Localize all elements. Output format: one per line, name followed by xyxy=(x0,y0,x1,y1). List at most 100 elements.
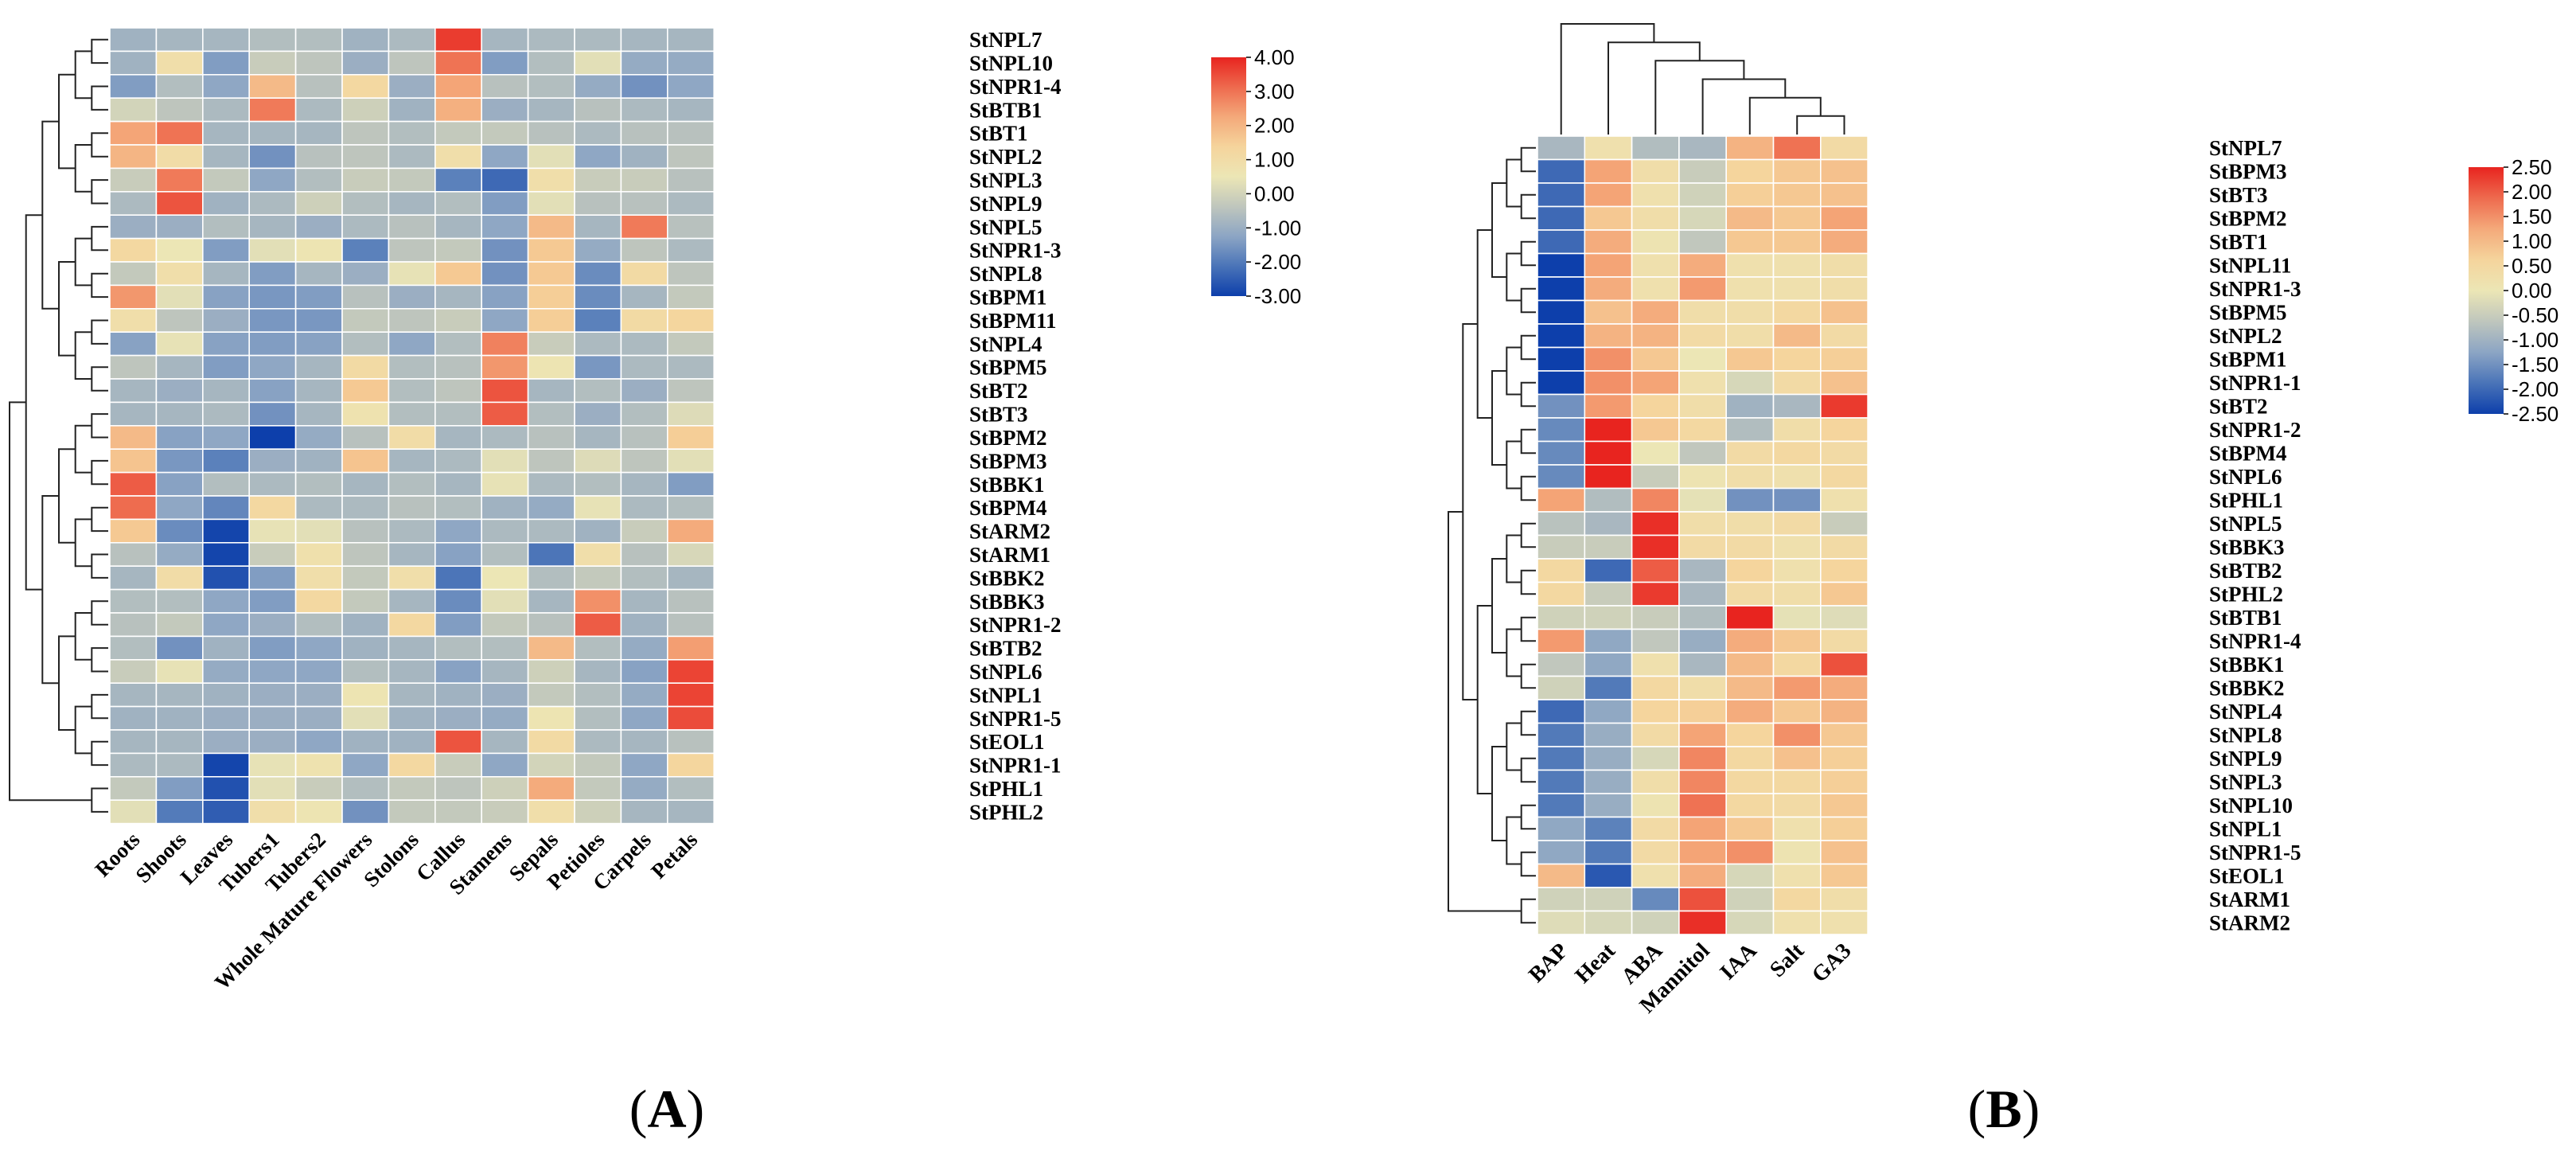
heatmap-cell xyxy=(1772,840,1822,865)
heatmap-cell xyxy=(574,284,622,310)
heatmap-cell xyxy=(527,682,575,708)
heatmap-cell xyxy=(155,331,204,357)
heatmap-cell xyxy=(155,799,204,825)
colorbar-tick-label: -0.50 xyxy=(2512,303,2558,327)
heatmap-cell xyxy=(294,448,343,474)
heatmap-cell xyxy=(202,658,251,684)
heatmap-cell xyxy=(1772,252,1822,278)
row-label: StNPL1 xyxy=(2209,817,2282,841)
colorbar-tick-label: 0.50 xyxy=(2512,254,2552,278)
heatmap-cell xyxy=(155,518,204,544)
heatmap-cell xyxy=(1584,370,1633,396)
heatmap-cell xyxy=(1820,440,1869,466)
row-dendrogram xyxy=(1448,146,1536,924)
heatmap-cell xyxy=(1631,675,1680,700)
heatmap-cell xyxy=(155,97,204,123)
heatmap-cell xyxy=(109,307,158,333)
dendrogram-branch xyxy=(74,705,92,755)
heatmap-cell xyxy=(620,284,668,310)
heatmap-cell xyxy=(666,237,715,263)
heatmap-cell xyxy=(1820,628,1869,654)
heatmap-cell xyxy=(109,612,158,638)
heatmap-cell xyxy=(620,261,668,287)
dendrogram-branch xyxy=(91,319,108,345)
heatmap-cell xyxy=(1725,628,1775,654)
heatmap-cell xyxy=(527,471,575,497)
heatmap-cell xyxy=(109,518,158,544)
heatmap-cell xyxy=(527,401,575,427)
heatmap-cell xyxy=(388,307,436,333)
heatmap-cell xyxy=(527,565,575,591)
heatmap-cell xyxy=(294,752,343,778)
heatmap-cell xyxy=(527,729,575,755)
heatmap-cell xyxy=(481,729,529,755)
dendrogram-branch xyxy=(1491,558,1507,654)
heatmap-cell xyxy=(1772,910,1822,935)
dendrogram-branch xyxy=(1448,511,1522,912)
colorbar-tick-label: -2.00 xyxy=(2512,377,2558,401)
heatmap-cell xyxy=(388,448,436,474)
heatmap-cell xyxy=(1678,252,1727,278)
dendrogram-branch xyxy=(1520,898,1536,924)
heatmap-cell xyxy=(155,74,204,99)
heatmap-cell xyxy=(434,612,482,638)
row-label: StBT2 xyxy=(2209,395,2268,419)
heatmap-cell xyxy=(341,331,390,357)
heatmap-cell xyxy=(1584,440,1633,466)
heatmap-cell xyxy=(1725,840,1775,865)
heatmap-cell xyxy=(574,167,622,193)
heatmap-cell xyxy=(481,378,529,404)
heatmap-cell xyxy=(1537,793,1586,818)
heatmap-cell xyxy=(1537,440,1586,466)
heatmap-cell xyxy=(666,284,715,310)
dendrogram-branch xyxy=(1520,757,1536,783)
heatmap-cell xyxy=(1820,887,1869,912)
heatmap-cell xyxy=(1725,699,1775,724)
heatmap-cell xyxy=(248,167,297,193)
heatmap-cell xyxy=(155,378,204,404)
heatmap-cell xyxy=(155,307,204,333)
heatmap-cell xyxy=(202,729,251,755)
row-label: StBBK1 xyxy=(2209,653,2285,677)
dendrogram-branch xyxy=(74,518,92,568)
heatmap-cell xyxy=(341,237,390,263)
heatmap-cell xyxy=(109,588,158,614)
heatmap-cell xyxy=(294,214,343,240)
column-label: GA3 xyxy=(1807,938,1857,988)
heatmap-cell xyxy=(294,27,343,53)
heatmap-cell xyxy=(574,214,622,240)
heatmap-cell xyxy=(574,27,622,53)
heatmap-cell xyxy=(341,471,390,497)
heatmap-cell xyxy=(527,775,575,801)
heatmap-cell xyxy=(1725,158,1775,184)
heatmap-cell xyxy=(481,331,529,357)
heatmap-cell xyxy=(341,167,390,193)
heatmap-cell xyxy=(1678,910,1727,935)
colorbar-tick-label: 0.00 xyxy=(1254,181,1295,205)
heatmap-cell xyxy=(1584,652,1633,677)
dendrogram-branch xyxy=(1506,534,1522,583)
heatmap-cell xyxy=(1725,769,1775,794)
heatmap-cell xyxy=(527,331,575,357)
heatmap-cell xyxy=(202,237,251,263)
heatmap-cell xyxy=(1678,887,1727,912)
dendrogram-branch xyxy=(41,120,59,310)
heatmap-cell xyxy=(388,612,436,638)
heatmap-cell xyxy=(294,401,343,427)
heatmap-cell xyxy=(1584,276,1633,302)
heatmap-cell xyxy=(1725,323,1775,349)
heatmap-cell xyxy=(1631,652,1680,677)
heatmap-cell xyxy=(202,705,251,731)
heatmap-cell xyxy=(1678,863,1727,888)
heatmap-cell xyxy=(481,237,529,263)
heatmap-cell xyxy=(1537,487,1586,513)
heatmap-cell xyxy=(1537,558,1586,583)
heatmap-cell xyxy=(481,284,529,310)
heatmap-cell xyxy=(434,541,482,567)
heatmap-cell xyxy=(481,261,529,287)
heatmap-cell xyxy=(1537,605,1586,630)
heatmap-cell xyxy=(1584,323,1633,349)
heatmap-cell xyxy=(202,191,251,217)
colorbar-tick-label: 1.00 xyxy=(2512,229,2552,253)
